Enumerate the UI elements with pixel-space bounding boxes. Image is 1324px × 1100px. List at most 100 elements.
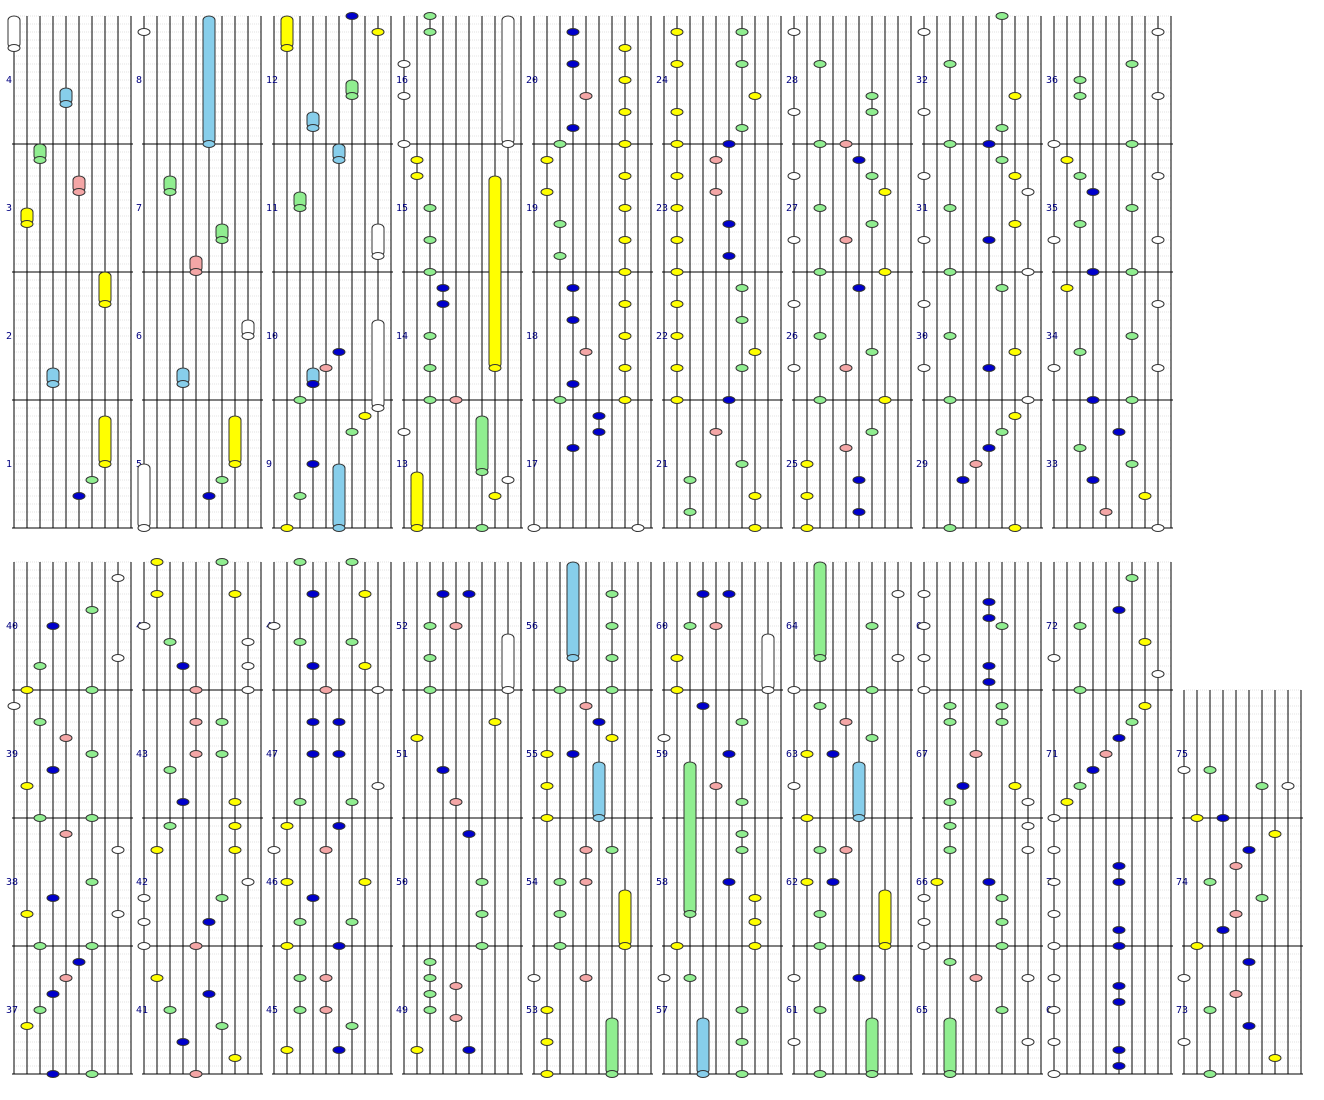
tap-note [306, 894, 320, 902]
tap-note [436, 766, 450, 774]
hold-note [852, 761, 866, 822]
tap-note [1255, 894, 1269, 902]
staff-column: 48474645 [266, 558, 393, 1075]
tap-note [995, 942, 1009, 950]
tap-note [1138, 492, 1152, 500]
staff-column: 75 74 73 [1176, 689, 1303, 1078]
tap-note [1112, 998, 1126, 1006]
hold-note [72, 175, 86, 196]
staff-column: 68676665 [916, 561, 1043, 1078]
tap-note [748, 348, 762, 356]
tap-note [228, 822, 242, 830]
tap-note [46, 990, 60, 998]
tap-note [865, 428, 879, 436]
hold-note [475, 415, 489, 476]
tap-note [579, 846, 593, 854]
tap-note [891, 590, 905, 598]
hold-note [592, 761, 606, 822]
tap-note [930, 878, 944, 886]
hold-note [176, 367, 190, 388]
staff-column: 28 27 26 25 [786, 15, 913, 532]
tap-note [306, 460, 320, 468]
tap-note [319, 974, 333, 982]
hold-note [59, 87, 73, 108]
tap-note [1112, 926, 1126, 934]
tap-note [917, 918, 931, 926]
measure-number: 55 [526, 749, 538, 760]
tap-note [865, 92, 879, 100]
tap-note [891, 654, 905, 662]
tap-note [241, 662, 255, 670]
tap-note [1047, 1038, 1061, 1046]
tap-note [1125, 60, 1139, 68]
tap-note [371, 782, 385, 790]
tap-note [85, 814, 99, 822]
tap-note [839, 444, 853, 452]
hold-note [137, 463, 151, 532]
measure-number: 27 [786, 203, 798, 214]
tap-note [1151, 92, 1165, 100]
tap-note [618, 396, 632, 404]
measure-number: 14 [396, 331, 408, 342]
tap-note [865, 220, 879, 228]
tap-note [85, 750, 99, 758]
tap-note [332, 348, 346, 356]
tap-note [735, 798, 749, 806]
tap-note [618, 76, 632, 84]
tap-note [917, 108, 931, 116]
measure-number: 3 [6, 203, 12, 214]
staff-column: 60 59 58 57 [656, 561, 783, 1078]
measure-number: 28 [786, 75, 798, 86]
tap-note [943, 822, 957, 830]
hold-note [761, 633, 775, 694]
measure-number: 16 [396, 75, 408, 86]
tap-note [969, 460, 983, 468]
tap-note [1021, 798, 1035, 806]
hold-note [33, 143, 47, 164]
tap-note [280, 942, 294, 950]
tap-note [865, 686, 879, 694]
tap-note [969, 974, 983, 982]
tap-note [1008, 220, 1022, 228]
tap-note [813, 204, 827, 212]
tap-note [1125, 268, 1139, 276]
tap-note [813, 396, 827, 404]
tap-note [358, 590, 372, 598]
tap-note [917, 300, 931, 308]
tap-note [423, 28, 437, 36]
tap-note [163, 766, 177, 774]
measure-number: 21 [656, 459, 668, 470]
tap-note [423, 396, 437, 404]
tap-note [332, 750, 346, 758]
tap-note [735, 846, 749, 854]
tap-note [618, 44, 632, 52]
tap-note [995, 718, 1009, 726]
measure-number: 30 [916, 331, 928, 342]
tap-note [813, 60, 827, 68]
tap-note [917, 622, 931, 630]
measure-number: 66 [916, 877, 928, 888]
tap-note [722, 140, 736, 148]
tap-note [111, 574, 125, 582]
tap-note [202, 990, 216, 998]
tap-note [20, 910, 34, 918]
tap-note [1073, 76, 1087, 84]
tap-note [1112, 1046, 1126, 1054]
tap-note [46, 1070, 60, 1078]
measure-number: 49 [396, 1005, 408, 1016]
tap-note [319, 846, 333, 854]
measure-number: 62 [786, 877, 798, 888]
tap-note [137, 918, 151, 926]
tap-note [865, 108, 879, 116]
tap-note [1125, 204, 1139, 212]
measure-number: 60 [656, 621, 668, 632]
hold-note [371, 319, 385, 412]
tap-note [345, 918, 359, 926]
tap-note [215, 1022, 229, 1030]
tap-note [1099, 750, 1113, 758]
tap-note [1112, 878, 1126, 886]
tap-note [33, 718, 47, 726]
staff-column: 8 7 6 5 [136, 15, 263, 532]
measure-number: 51 [396, 749, 408, 760]
